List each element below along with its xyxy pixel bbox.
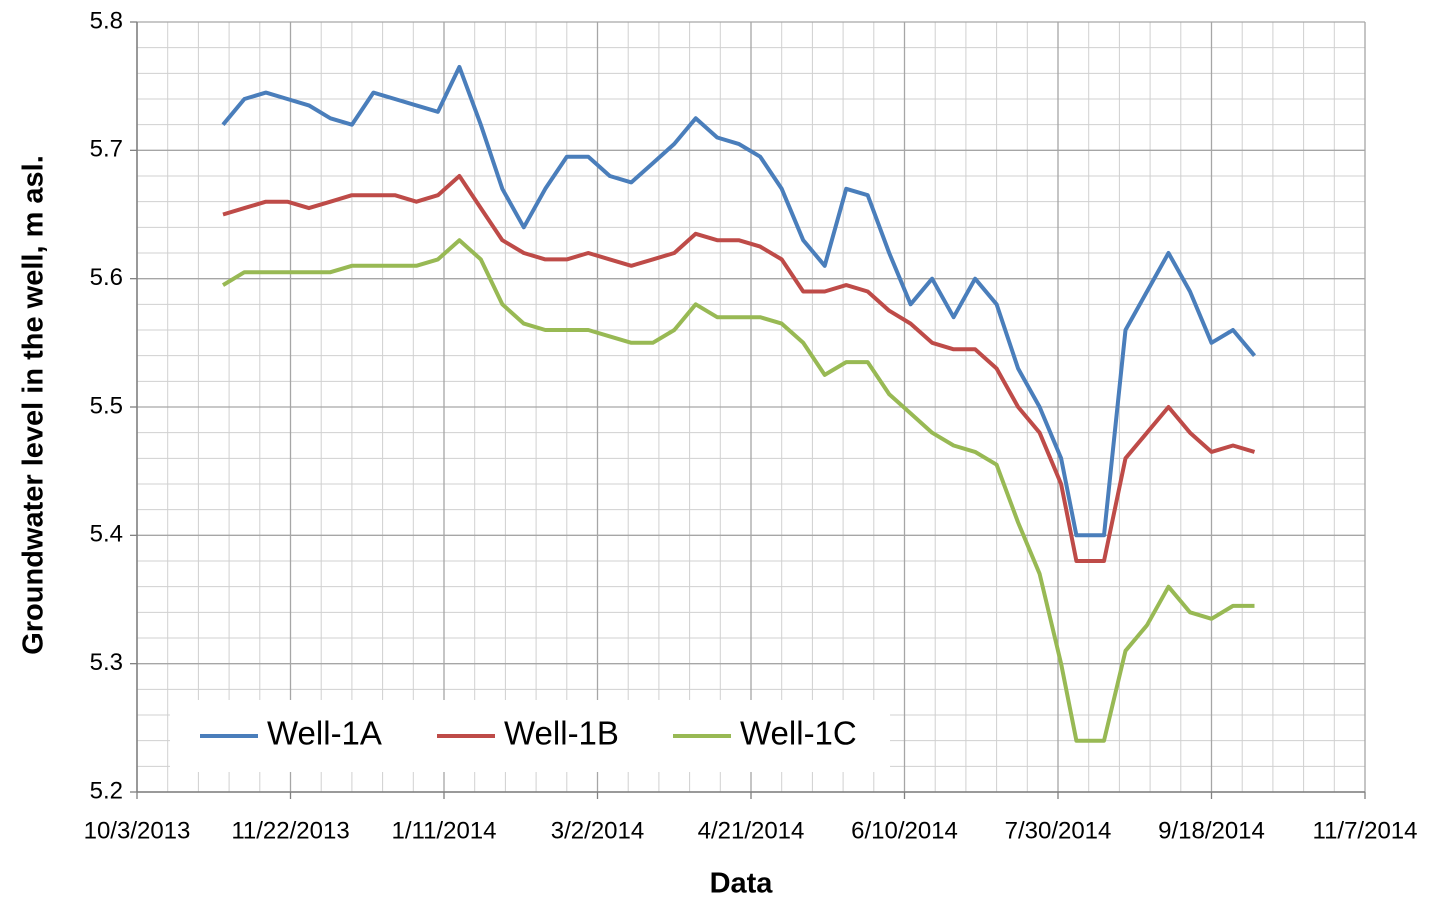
x-tick-label: 6/10/2014: [851, 817, 958, 844]
y-tick-label: 5.7: [90, 136, 123, 163]
x-tick-label: 9/18/2014: [1158, 817, 1265, 844]
legend-label: Well-1B: [504, 715, 619, 752]
x-tick-label: 3/2/2014: [551, 817, 644, 844]
x-tick-label: 4/21/2014: [698, 817, 805, 844]
y-tick-label: 5.8: [90, 7, 123, 34]
legend-label: Well-1A: [267, 715, 382, 752]
grid: [136, 21, 1366, 793]
x-axis-title: Data: [710, 868, 774, 900]
x-tick-label: 11/7/2014: [1313, 817, 1418, 844]
y-tick-label: 5.3: [90, 649, 123, 676]
y-axis-title: Groundwater level in the well, m asl.: [18, 155, 50, 655]
y-tick-label: 5.4: [90, 521, 123, 548]
data-line: [221, 238, 1255, 743]
legend-box: [170, 700, 890, 772]
data-line: [221, 64, 1257, 538]
x-tick-label: 11/22/2013: [231, 817, 349, 844]
legend-label: Well-1C: [740, 715, 857, 752]
y-tick-label: 5.5: [90, 392, 123, 419]
y-tick-label: 5.6: [90, 264, 123, 291]
y-tick-label: 5.2: [90, 777, 123, 804]
x-tick-label: 1/11/2014: [392, 817, 497, 844]
x-tick-label: 7/30/2014: [1005, 817, 1112, 844]
data-line: [222, 174, 1256, 563]
legend: Well-1A Well-1B Well-1C: [170, 700, 890, 772]
x-tick-label: 10/3/2013: [84, 817, 191, 844]
